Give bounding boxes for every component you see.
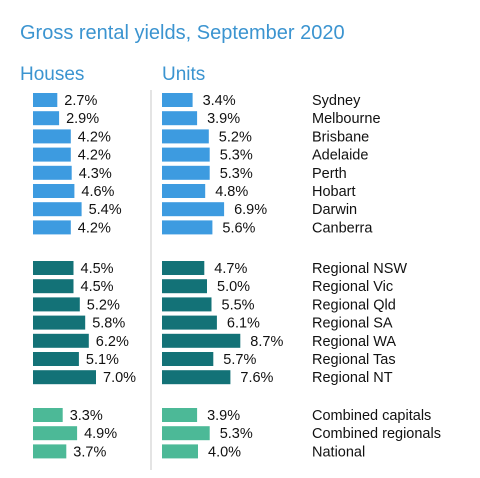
units-value-label: 5.2% <box>219 129 252 145</box>
units-bar <box>162 111 198 126</box>
houses-bar <box>33 165 72 180</box>
units-bar <box>162 165 210 180</box>
category-label: Combined regionals <box>312 426 441 442</box>
units-value-label: 3.9% <box>207 111 240 127</box>
category-label: Sydney <box>312 93 361 109</box>
houses-value-label: 5.4% <box>89 202 122 218</box>
units-bar <box>162 184 206 198</box>
units-bar <box>162 297 212 312</box>
houses-bar <box>33 202 82 217</box>
units-bar <box>162 129 209 144</box>
houses-value-label: 2.7% <box>64 93 97 109</box>
houses-value-label: 2.9% <box>66 111 99 127</box>
houses-bar <box>33 444 67 459</box>
houses-value-label: 4.6% <box>81 184 114 200</box>
units-header: Units <box>162 64 206 85</box>
units-bar <box>162 220 213 235</box>
houses-value-label: 5.2% <box>87 297 120 313</box>
category-label: Canberra <box>312 220 373 236</box>
category-label: Perth <box>312 166 347 182</box>
units-bar <box>162 93 193 107</box>
units-value-label: 4.7% <box>214 261 247 277</box>
houses-bar <box>33 333 89 348</box>
houses-value-label: 3.3% <box>70 408 103 424</box>
units-value-label: 4.0% <box>208 444 241 460</box>
category-label: National <box>312 444 365 460</box>
houses-bar <box>33 261 74 275</box>
units-value-label: 3.9% <box>207 408 240 424</box>
units-bar <box>162 147 210 162</box>
houses-value-label: 7.0% <box>103 370 136 386</box>
houses-value-label: 4.2% <box>78 148 111 164</box>
units-bar <box>162 370 231 385</box>
category-label: Regional Vic <box>312 279 393 295</box>
houses-bar <box>33 129 71 144</box>
units-bar <box>162 426 210 441</box>
houses-value-label: 4.2% <box>78 129 111 145</box>
units-value-label: 4.8% <box>215 184 248 200</box>
houses-value-label: 4.9% <box>84 426 117 442</box>
units-bar <box>162 408 198 422</box>
houses-bar <box>33 370 96 385</box>
houses-bar <box>33 352 79 366</box>
units-bar <box>162 261 205 275</box>
houses-value-label: 4.5% <box>81 279 114 295</box>
houses-bar <box>33 147 71 162</box>
houses-bar <box>33 408 63 422</box>
houses-value-label: 4.2% <box>78 220 111 236</box>
houses-value-label: 4.5% <box>81 261 114 277</box>
category-label: Brisbane <box>312 129 369 145</box>
units-value-label: 7.6% <box>240 370 273 386</box>
category-label: Darwin <box>312 202 357 218</box>
units-value-label: 5.5% <box>222 297 255 313</box>
houses-header: Houses <box>20 64 85 85</box>
houses-bar <box>33 426 78 441</box>
units-value-label: 8.7% <box>250 334 283 350</box>
category-label: Combined capitals <box>312 408 431 424</box>
category-label: Regional Tas <box>312 352 396 368</box>
units-bar <box>162 352 214 366</box>
category-label: Adelaide <box>312 148 368 164</box>
category-label: Melbourne <box>312 111 381 127</box>
units-value-label: 5.6% <box>222 220 255 236</box>
units-bar <box>162 444 198 459</box>
houses-bar <box>33 279 74 294</box>
houses-bar <box>33 111 60 126</box>
units-value-label: 5.3% <box>220 166 253 182</box>
units-bar <box>162 315 217 330</box>
units-bar <box>162 333 241 348</box>
units-value-label: 6.1% <box>227 316 260 332</box>
houses-value-label: 3.7% <box>73 444 106 460</box>
houses-bar <box>33 93 58 107</box>
units-value-label: 5.0% <box>217 279 250 295</box>
units-value-label: 6.9% <box>234 202 267 218</box>
houses-value-label: 4.3% <box>79 166 112 182</box>
category-label: Regional NT <box>312 370 393 386</box>
category-label: Regional Qld <box>312 297 396 313</box>
units-value-label: 5.3% <box>220 426 253 442</box>
category-label: Regional NSW <box>312 261 407 277</box>
houses-value-label: 5.8% <box>92 316 125 332</box>
units-value-label: 5.3% <box>220 148 253 164</box>
houses-value-label: 5.1% <box>86 352 119 368</box>
category-label: Regional SA <box>312 316 393 332</box>
category-label: Regional WA <box>312 334 396 350</box>
houses-bar <box>33 315 86 330</box>
units-value-label: 3.4% <box>203 93 236 109</box>
units-bar <box>162 202 225 217</box>
houses-bar <box>33 184 75 198</box>
category-label: Hobart <box>312 184 356 200</box>
houses-bar <box>33 220 71 235</box>
houses-bar <box>33 297 80 312</box>
chart-title: Gross rental yields, September 2020 <box>20 22 345 44</box>
units-bar <box>162 279 207 294</box>
units-value-label: 5.7% <box>223 352 256 368</box>
houses-value-label: 6.2% <box>96 334 129 350</box>
